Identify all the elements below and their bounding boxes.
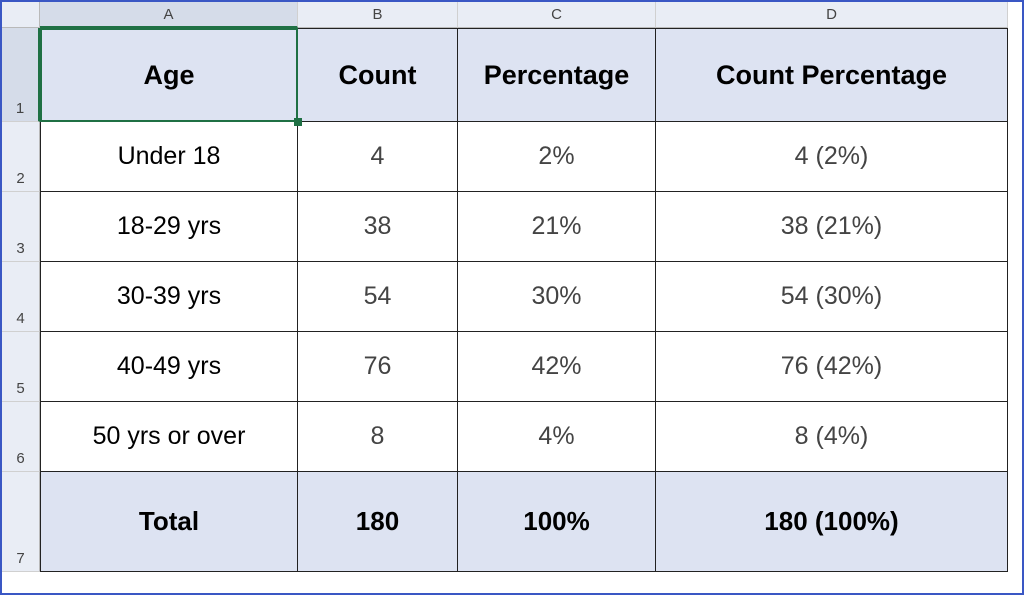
cell-D2[interactable]: 4 (2%)	[656, 122, 1008, 192]
row-header-3[interactable]: 3	[2, 192, 40, 262]
cell-B1[interactable]: Count	[298, 28, 458, 122]
cell-C7[interactable]: 100%	[458, 472, 656, 572]
row-header-2[interactable]: 2	[2, 122, 40, 192]
fill-handle[interactable]	[294, 118, 302, 126]
cell-C4[interactable]: 30%	[458, 262, 656, 332]
cell-B7[interactable]: 180	[298, 472, 458, 572]
col-header-A[interactable]: A	[40, 2, 298, 28]
cell-C5[interactable]: 42%	[458, 332, 656, 402]
cell-A1[interactable]: Age	[40, 28, 298, 122]
cell-D7[interactable]: 180 (100%)	[656, 472, 1008, 572]
spreadsheet-grid[interactable]: A B C D 1 Age Count Percentage Count Per…	[2, 2, 1022, 593]
row-header-7[interactable]: 7	[2, 472, 40, 572]
cell-B4[interactable]: 54	[298, 262, 458, 332]
cell-B5[interactable]: 76	[298, 332, 458, 402]
cell-B3[interactable]: 38	[298, 192, 458, 262]
row-header-1[interactable]: 1	[2, 28, 40, 122]
col-header-D[interactable]: D	[656, 2, 1008, 28]
cell-D5[interactable]: 76 (42%)	[656, 332, 1008, 402]
cell-C6[interactable]: 4%	[458, 402, 656, 472]
cell-A3[interactable]: 18-29 yrs	[40, 192, 298, 262]
select-all-corner[interactable]	[2, 2, 40, 28]
cell-D6[interactable]: 8 (4%)	[656, 402, 1008, 472]
cell-A6[interactable]: 50 yrs or over	[40, 402, 298, 472]
cell-B2[interactable]: 4	[298, 122, 458, 192]
cell-A2[interactable]: Under 18	[40, 122, 298, 192]
row-header-6[interactable]: 6	[2, 402, 40, 472]
cell-A5[interactable]: 40-49 yrs	[40, 332, 298, 402]
cell-D1[interactable]: Count Percentage	[656, 28, 1008, 122]
cell-B6[interactable]: 8	[298, 402, 458, 472]
cell-C1[interactable]: Percentage	[458, 28, 656, 122]
spreadsheet-viewport: A B C D 1 Age Count Percentage Count Per…	[0, 0, 1024, 595]
cell-D3[interactable]: 38 (21%)	[656, 192, 1008, 262]
cell-A7[interactable]: Total	[40, 472, 298, 572]
cell-C3[interactable]: 21%	[458, 192, 656, 262]
cell-A4[interactable]: 30-39 yrs	[40, 262, 298, 332]
cell-C2[interactable]: 2%	[458, 122, 656, 192]
col-header-C[interactable]: C	[458, 2, 656, 28]
row-header-5[interactable]: 5	[2, 332, 40, 402]
cell-D4[interactable]: 54 (30%)	[656, 262, 1008, 332]
row-header-4[interactable]: 4	[2, 262, 40, 332]
col-header-B[interactable]: B	[298, 2, 458, 28]
